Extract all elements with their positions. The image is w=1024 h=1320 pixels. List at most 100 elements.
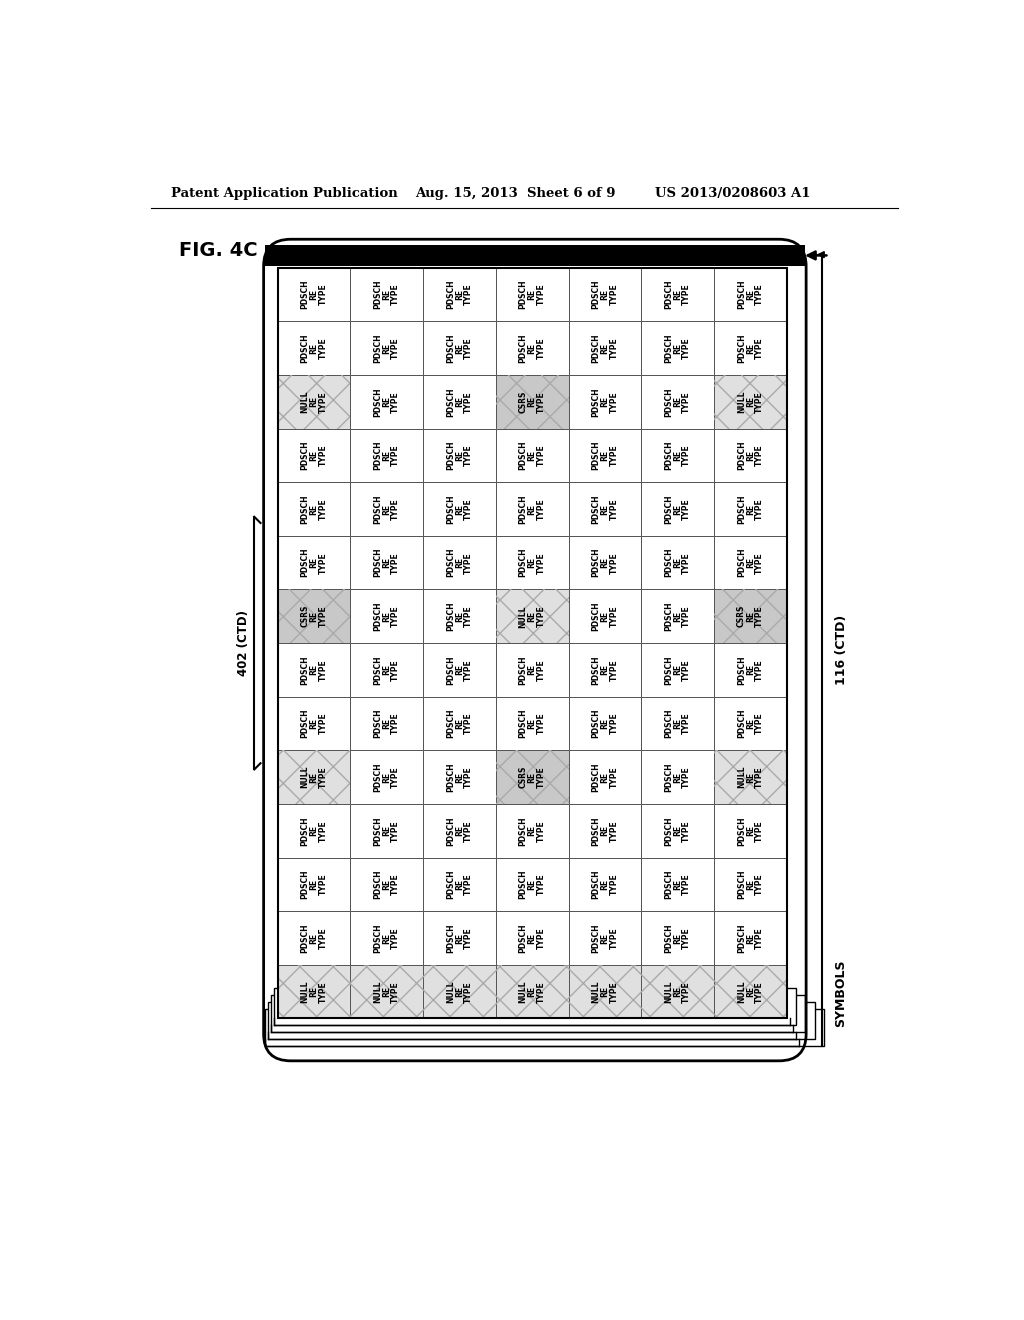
- Text: Aug. 15, 2013  Sheet 6 of 9: Aug. 15, 2013 Sheet 6 of 9: [415, 186, 615, 199]
- Bar: [423, 375, 496, 429]
- Text: PDSCH
RE
TYPE: PDSCH RE TYPE: [592, 709, 618, 738]
- Bar: [568, 482, 641, 536]
- Text: PDSCH
RE
TYPE: PDSCH RE TYPE: [737, 334, 764, 363]
- Text: PDSCH
RE
TYPE: PDSCH RE TYPE: [300, 709, 328, 738]
- Text: PDSCH
RE
TYPE: PDSCH RE TYPE: [592, 655, 618, 685]
- Bar: [278, 965, 350, 1019]
- Text: PDSCH
RE
TYPE: PDSCH RE TYPE: [300, 441, 328, 470]
- Bar: [423, 482, 496, 536]
- Bar: [423, 429, 496, 482]
- Text: NULL
RE
TYPE: NULL RE TYPE: [300, 391, 328, 413]
- Text: PDSCH
RE
TYPE: PDSCH RE TYPE: [592, 816, 618, 846]
- Bar: [350, 321, 423, 375]
- Text: PDSCH
RE
TYPE: PDSCH RE TYPE: [300, 334, 328, 363]
- Text: PDSCH
RE
TYPE: PDSCH RE TYPE: [592, 548, 618, 577]
- Text: PDSCH
RE
TYPE: PDSCH RE TYPE: [665, 655, 691, 685]
- Bar: [423, 536, 496, 590]
- Bar: [568, 965, 641, 1019]
- Bar: [278, 375, 350, 429]
- Bar: [423, 965, 496, 1019]
- Bar: [568, 643, 641, 697]
- Bar: [714, 804, 786, 858]
- Bar: [714, 858, 786, 911]
- Text: PDSCH
RE
TYPE: PDSCH RE TYPE: [519, 548, 546, 577]
- Text: PDSCH
RE
TYPE: PDSCH RE TYPE: [373, 655, 400, 685]
- Text: PDSCH
RE
TYPE: PDSCH RE TYPE: [592, 334, 618, 363]
- Text: NULL
RE
TYPE: NULL RE TYPE: [519, 605, 546, 627]
- Text: PDSCH
RE
TYPE: PDSCH RE TYPE: [519, 494, 546, 524]
- Text: PDSCH
RE
TYPE: PDSCH RE TYPE: [373, 548, 400, 577]
- Bar: [350, 375, 423, 429]
- Text: CSRS
RE
TYPE: CSRS RE TYPE: [519, 766, 546, 788]
- Text: 402 (CTD): 402 (CTD): [237, 610, 250, 676]
- Bar: [568, 375, 641, 429]
- Bar: [278, 911, 350, 965]
- Text: PDSCH
RE
TYPE: PDSCH RE TYPE: [592, 763, 618, 792]
- Bar: [568, 321, 641, 375]
- Bar: [350, 268, 423, 321]
- Bar: [641, 590, 714, 643]
- Text: 116 (CTD): 116 (CTD): [835, 615, 848, 685]
- Bar: [278, 750, 350, 804]
- Bar: [278, 697, 350, 750]
- Bar: [278, 429, 350, 482]
- Bar: [568, 268, 641, 321]
- Bar: [714, 375, 786, 429]
- Text: NULL
RE
TYPE: NULL RE TYPE: [737, 766, 764, 788]
- Bar: [714, 697, 786, 750]
- Text: PDSCH
RE
TYPE: PDSCH RE TYPE: [373, 494, 400, 524]
- Bar: [423, 643, 496, 697]
- Bar: [641, 697, 714, 750]
- Bar: [496, 375, 568, 429]
- Text: PDSCH
RE
TYPE: PDSCH RE TYPE: [592, 494, 618, 524]
- Text: PDSCH
RE
TYPE: PDSCH RE TYPE: [445, 387, 473, 417]
- Bar: [350, 536, 423, 590]
- Bar: [496, 321, 568, 375]
- Bar: [714, 750, 786, 804]
- Text: NULL
RE
TYPE: NULL RE TYPE: [592, 981, 618, 1003]
- Text: PDSCH
RE
TYPE: PDSCH RE TYPE: [737, 441, 764, 470]
- Text: NULL
RE
TYPE: NULL RE TYPE: [445, 981, 473, 1003]
- Text: PDSCH
RE
TYPE: PDSCH RE TYPE: [519, 334, 546, 363]
- Text: NULL
RE
TYPE: NULL RE TYPE: [300, 766, 328, 788]
- Text: PDSCH
RE
TYPE: PDSCH RE TYPE: [373, 870, 400, 899]
- Text: PDSCH
RE
TYPE: PDSCH RE TYPE: [445, 655, 473, 685]
- Text: PDSCH
RE
TYPE: PDSCH RE TYPE: [737, 709, 764, 738]
- Bar: [641, 536, 714, 590]
- Text: PDSCH
RE
TYPE: PDSCH RE TYPE: [445, 709, 473, 738]
- Text: PDSCH
RE
TYPE: PDSCH RE TYPE: [445, 494, 473, 524]
- Text: PDSCH
RE
TYPE: PDSCH RE TYPE: [592, 870, 618, 899]
- Bar: [641, 750, 714, 804]
- Text: PDSCH
RE
TYPE: PDSCH RE TYPE: [592, 923, 618, 953]
- Text: PDSCH
RE
TYPE: PDSCH RE TYPE: [373, 602, 400, 631]
- Bar: [568, 429, 641, 482]
- Text: PDSCH
RE
TYPE: PDSCH RE TYPE: [665, 494, 691, 524]
- Text: PDSCH
RE
TYPE: PDSCH RE TYPE: [445, 602, 473, 631]
- Bar: [568, 536, 641, 590]
- Bar: [641, 911, 714, 965]
- Bar: [278, 804, 350, 858]
- Bar: [568, 697, 641, 750]
- Text: PDSCH
RE
TYPE: PDSCH RE TYPE: [737, 548, 764, 577]
- Text: PDSCH
RE
TYPE: PDSCH RE TYPE: [519, 280, 546, 309]
- Bar: [641, 482, 714, 536]
- Bar: [423, 750, 496, 804]
- Text: NULL
RE
TYPE: NULL RE TYPE: [300, 981, 328, 1003]
- Bar: [278, 321, 350, 375]
- Bar: [568, 750, 641, 804]
- Bar: [714, 750, 786, 804]
- Text: PDSCH
RE
TYPE: PDSCH RE TYPE: [445, 441, 473, 470]
- Text: PDSCH
RE
TYPE: PDSCH RE TYPE: [300, 923, 328, 953]
- Text: PDSCH
RE
TYPE: PDSCH RE TYPE: [665, 387, 691, 417]
- Bar: [641, 804, 714, 858]
- Text: US 2013/0208603 A1: US 2013/0208603 A1: [655, 186, 811, 199]
- Text: PDSCH
RE
TYPE: PDSCH RE TYPE: [300, 280, 328, 309]
- Text: CSRS
RE
TYPE: CSRS RE TYPE: [300, 605, 328, 627]
- Bar: [496, 804, 568, 858]
- Bar: [714, 429, 786, 482]
- Bar: [423, 804, 496, 858]
- Text: PDSCH
RE
TYPE: PDSCH RE TYPE: [519, 816, 546, 846]
- Text: CSRS
RE
TYPE: CSRS RE TYPE: [519, 391, 546, 413]
- Text: PDSCH
RE
TYPE: PDSCH RE TYPE: [665, 816, 691, 846]
- Bar: [714, 482, 786, 536]
